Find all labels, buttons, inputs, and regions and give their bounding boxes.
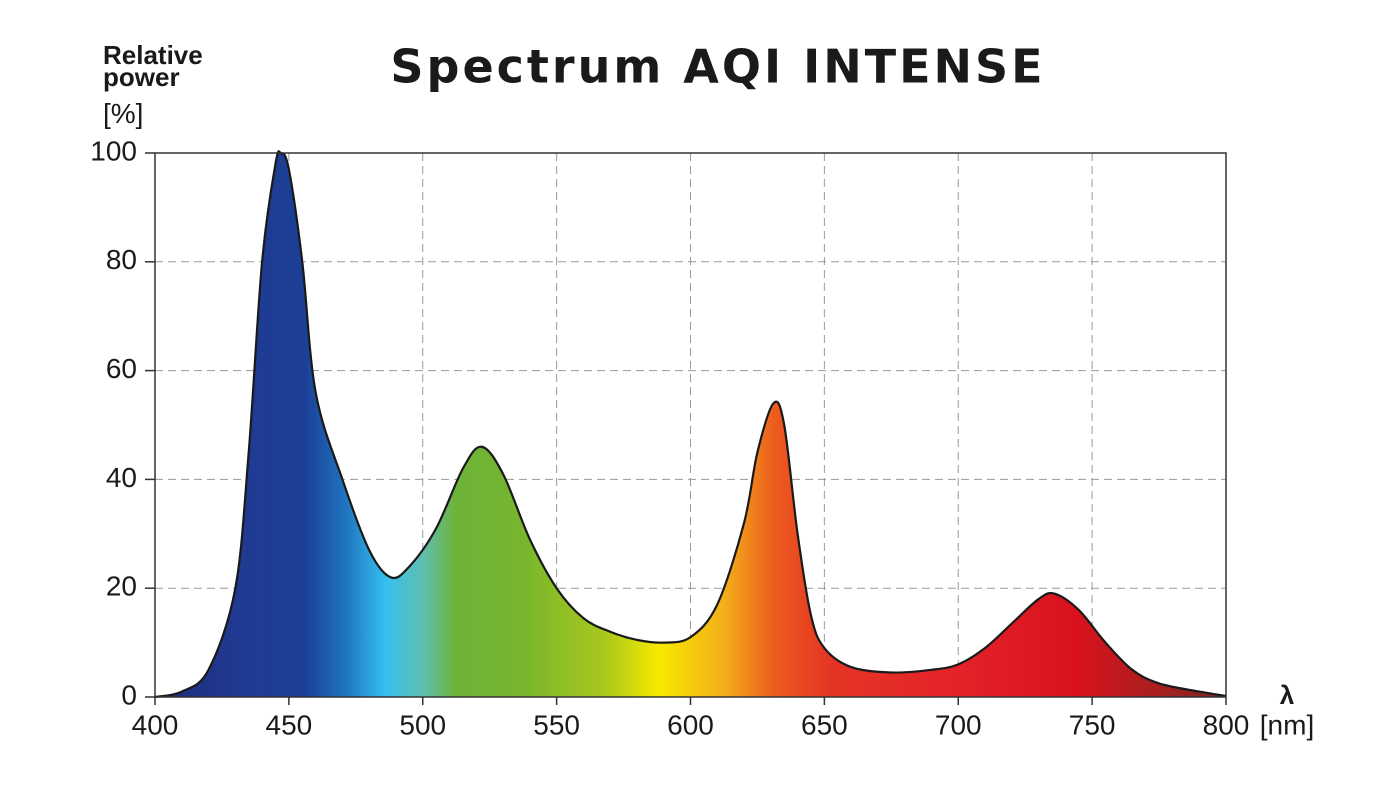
x-tick-label: 450 bbox=[266, 709, 313, 740]
x-tick-label: 650 bbox=[801, 709, 848, 740]
y-tick-label: 100 bbox=[90, 135, 137, 166]
y-tick-label: 60 bbox=[106, 353, 137, 384]
x-tick-label: 550 bbox=[533, 709, 580, 740]
chart-title: Spectrum AQI INTENSE bbox=[390, 40, 1045, 94]
y-tick-label: 20 bbox=[106, 571, 137, 602]
y-axis-label: Relative power bbox=[103, 40, 203, 92]
x-tick-label: 800 bbox=[1203, 709, 1250, 740]
y-tick-label: 80 bbox=[106, 244, 137, 275]
plot-frame bbox=[154, 152, 1227, 698]
x-tick-label: 600 bbox=[667, 709, 714, 740]
y-tick-label: 0 bbox=[121, 679, 137, 710]
x-tick-label: 400 bbox=[132, 709, 179, 740]
x-tick-label: 750 bbox=[1069, 709, 1116, 740]
x-tick-label: 700 bbox=[935, 709, 982, 740]
y-tick-label: 40 bbox=[106, 462, 137, 493]
y-axis-unit: [%] bbox=[103, 98, 144, 129]
x-tick-label: 500 bbox=[399, 709, 446, 740]
area bbox=[155, 151, 1226, 697]
x-axis-label: λ bbox=[1280, 680, 1295, 710]
x-axis-unit: [nm] bbox=[1260, 709, 1314, 740]
